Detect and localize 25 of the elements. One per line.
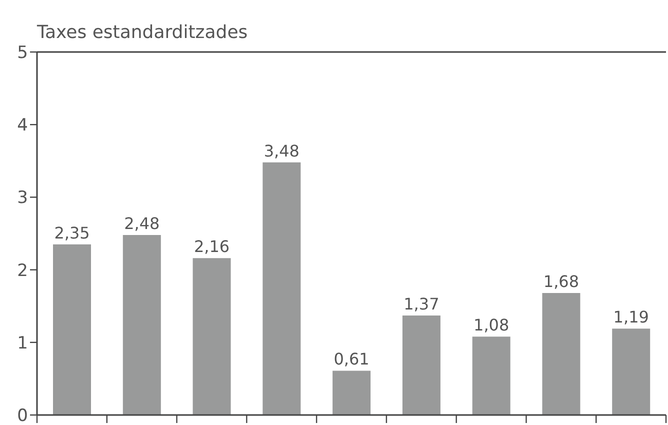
y-axis-title: Taxes estandarditzades	[36, 22, 248, 43]
y-tick-label: 5	[17, 43, 28, 64]
data-label: 3,48	[264, 141, 300, 160]
y-tick-label: 3	[17, 188, 28, 208]
bar	[472, 336, 510, 415]
bar	[192, 258, 231, 415]
y-tick-label: 1	[17, 333, 28, 354]
bar	[402, 316, 440, 415]
y-tick-label: 0	[17, 406, 28, 425]
data-label: 0,61	[334, 350, 370, 369]
bar	[122, 234, 161, 415]
y-tick-label: 4	[17, 116, 28, 136]
bar	[542, 293, 580, 415]
data-label: 1,68	[543, 272, 580, 292]
data-label: 1,37	[404, 294, 440, 314]
data-label: 2,48	[124, 214, 160, 233]
data-label: 2,35	[54, 223, 90, 242]
bar	[53, 244, 91, 415]
bar	[612, 328, 650, 415]
y-tick-label: 2	[17, 260, 28, 281]
data-label: 2,16	[194, 237, 230, 256]
bar	[332, 370, 371, 415]
data-label: 1,19	[613, 308, 649, 327]
bar	[262, 162, 301, 415]
data-label: 1,08	[474, 316, 510, 335]
